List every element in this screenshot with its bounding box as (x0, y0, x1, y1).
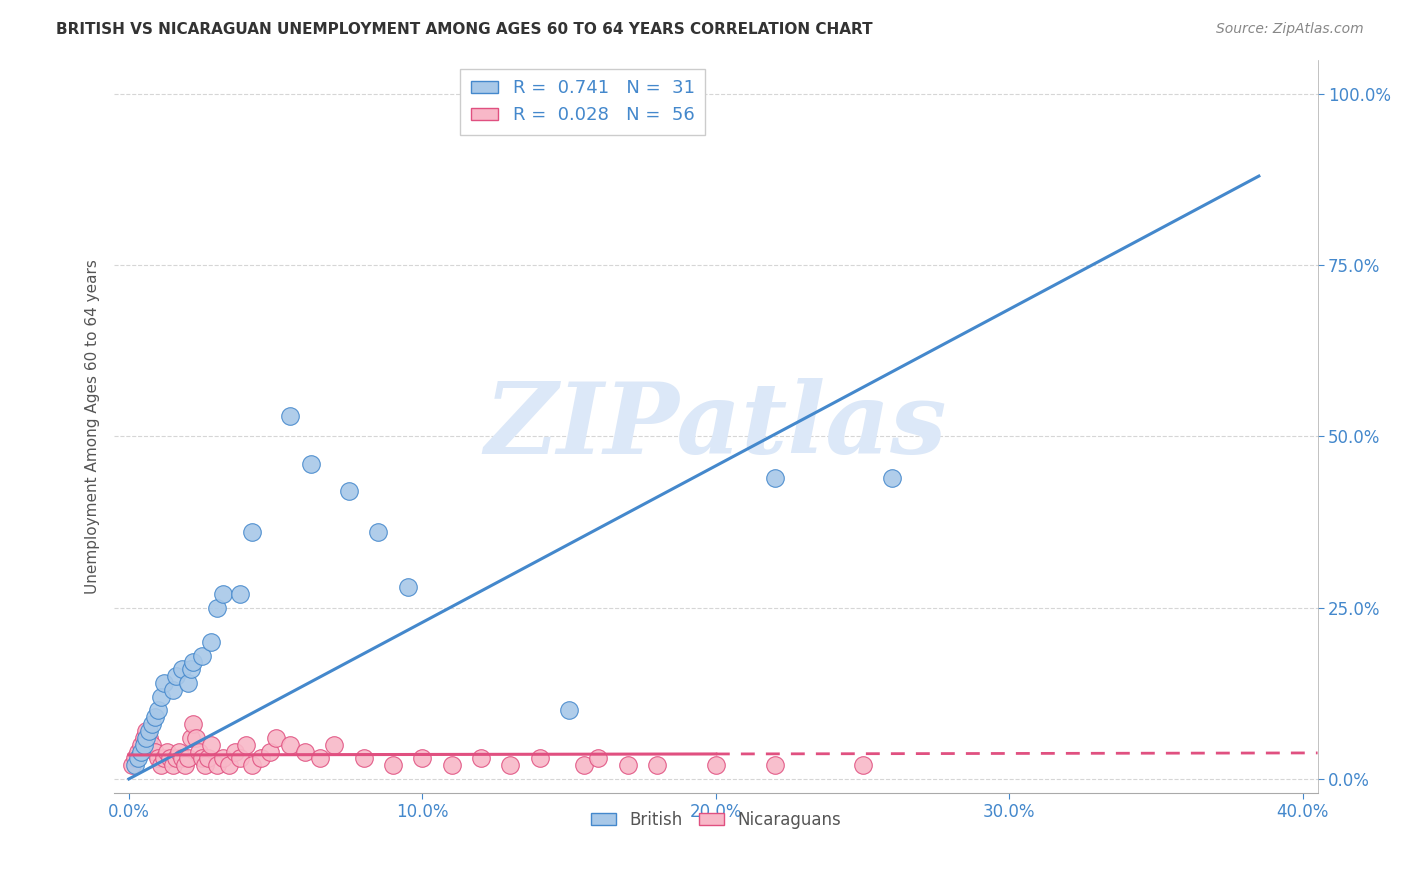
Point (179, 731, 201, 745)
Legend: British, Nicaraguans: British, Nicaraguans (583, 805, 848, 836)
Point (170, 662, 193, 676)
Point (259, 745, 281, 759)
Point (211, 751, 233, 765)
Point (224, 745, 246, 759)
Point (235, 738, 257, 752)
Point (197, 751, 219, 765)
Point (308, 751, 330, 765)
Point (558, 703, 581, 717)
Point (153, 751, 176, 765)
Point (148, 751, 170, 765)
Point (264, 731, 287, 745)
Point (396, 580, 419, 594)
Point (191, 648, 214, 663)
Point (165, 751, 187, 765)
Point (499, 758, 522, 772)
Point (411, 751, 433, 765)
Point (353, 751, 375, 765)
Point (186, 731, 208, 745)
Point (183, 717, 205, 731)
Point (470, 751, 492, 765)
Point (129, 745, 152, 759)
Point (572, 758, 595, 772)
Point (529, 751, 551, 765)
Point (278, 409, 301, 423)
Point (135, 731, 157, 745)
Point (229, 587, 252, 601)
Point (138, 731, 160, 745)
Point (205, 758, 228, 772)
Point (150, 758, 173, 772)
Point (159, 751, 181, 765)
Point (645, 758, 668, 772)
Point (337, 484, 360, 499)
Point (167, 745, 190, 759)
Point (191, 751, 214, 765)
Point (176, 751, 198, 765)
Point (141, 717, 163, 731)
Point (143, 745, 166, 759)
Point (153, 676, 176, 690)
Point (250, 751, 273, 765)
Point (200, 738, 222, 752)
Point (124, 751, 146, 765)
Point (382, 758, 405, 772)
Point (124, 758, 146, 772)
Point (218, 758, 240, 772)
Point (138, 724, 160, 739)
Point (170, 751, 193, 765)
Text: Source: ZipAtlas.com: Source: ZipAtlas.com (1216, 22, 1364, 37)
Point (127, 745, 149, 759)
Point (121, 758, 143, 772)
Point (183, 656, 205, 670)
Point (211, 587, 233, 601)
Point (200, 635, 222, 649)
Point (194, 758, 217, 772)
Point (323, 738, 346, 752)
Point (162, 758, 184, 772)
Point (763, 470, 786, 484)
Point (440, 758, 463, 772)
Point (179, 662, 201, 676)
Point (588, 751, 610, 765)
Point (294, 745, 316, 759)
Point (148, 703, 170, 717)
Point (299, 457, 322, 471)
Point (141, 738, 163, 752)
Y-axis label: Unemployment Among Ages 60 to 64 years: Unemployment Among Ages 60 to 64 years (86, 259, 100, 593)
Text: BRITISH VS NICARAGUAN UNEMPLOYMENT AMONG AGES 60 TO 64 YEARS CORRELATION CHART: BRITISH VS NICARAGUAN UNEMPLOYMENT AMONG… (56, 22, 873, 37)
Point (135, 724, 157, 739)
Point (188, 745, 211, 759)
Point (617, 758, 640, 772)
Point (132, 731, 155, 745)
Text: ZIPatlas: ZIPatlas (485, 378, 948, 475)
Point (763, 758, 786, 772)
Point (129, 738, 152, 752)
Point (240, 758, 263, 772)
Point (162, 682, 184, 697)
Point (165, 669, 187, 683)
Point (367, 525, 389, 540)
Point (176, 676, 198, 690)
Point (205, 600, 228, 615)
Point (127, 751, 149, 765)
Point (173, 758, 195, 772)
Point (132, 738, 155, 752)
Point (278, 738, 301, 752)
Point (852, 758, 875, 772)
Point (880, 470, 903, 484)
Point (156, 745, 179, 759)
Point (704, 758, 727, 772)
Point (143, 710, 166, 724)
Point (150, 690, 173, 704)
Point (229, 751, 252, 765)
Point (240, 525, 263, 540)
